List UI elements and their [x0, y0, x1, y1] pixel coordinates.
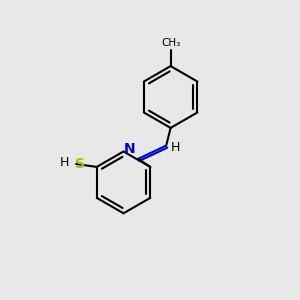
Text: S: S — [75, 157, 85, 171]
Text: CH₃: CH₃ — [161, 38, 180, 47]
Text: H: H — [60, 156, 70, 169]
Text: N: N — [124, 142, 136, 156]
Text: H: H — [171, 141, 180, 154]
